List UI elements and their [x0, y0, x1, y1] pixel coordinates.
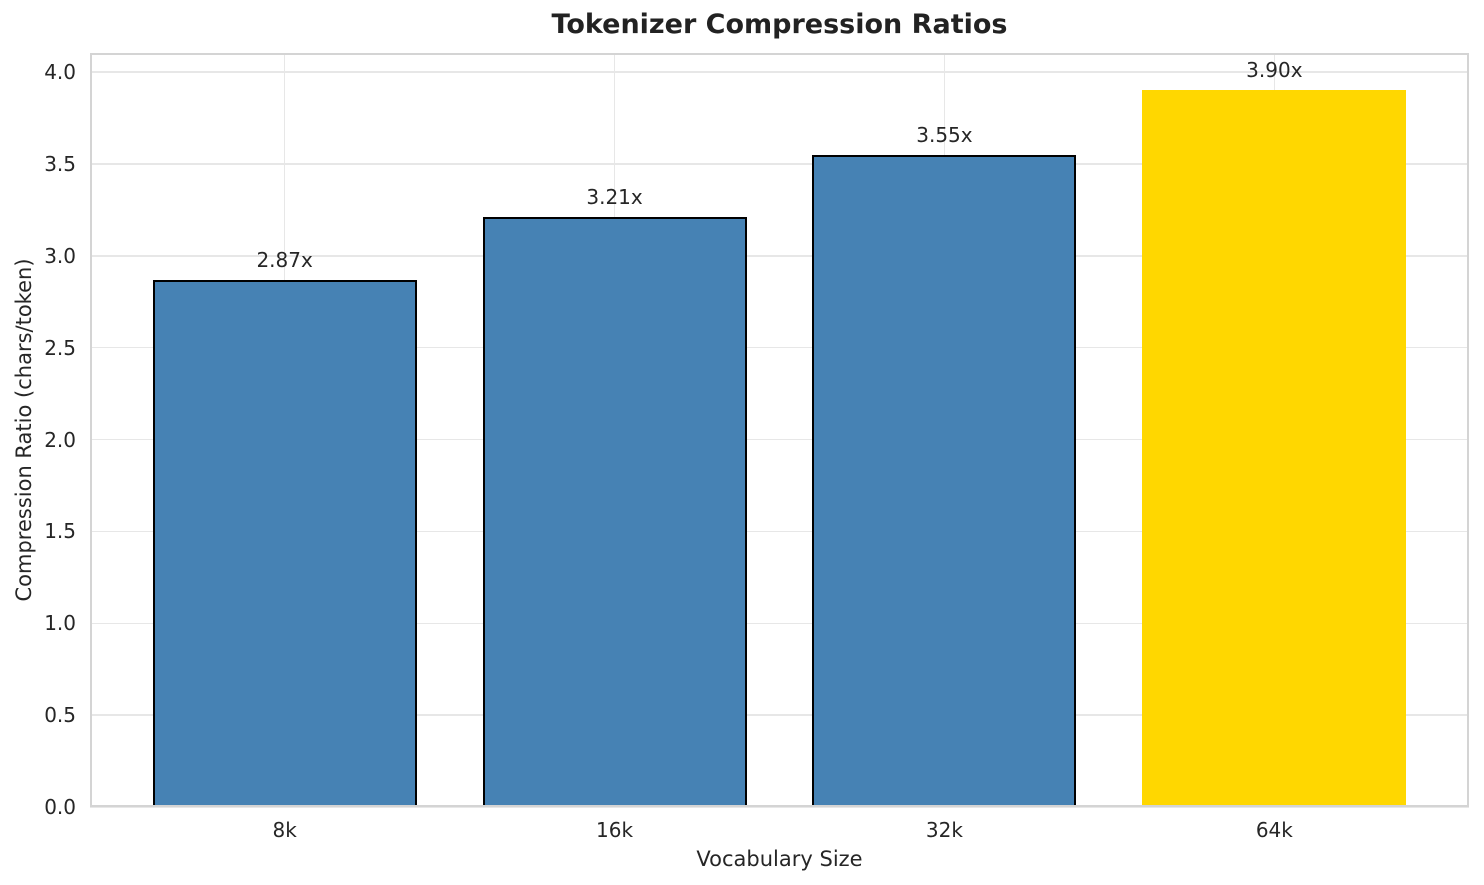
y-tick-label: 0.0: [44, 795, 76, 819]
gridline-horizontal: [90, 530, 1469, 533]
y-tick-label: 3.5: [44, 151, 76, 176]
y-tick-label: 1.0: [44, 611, 76, 636]
gridline-horizontal: [90, 71, 1469, 73]
gridline-horizontal: [90, 714, 1469, 716]
x-tick-label: 16k: [596, 818, 634, 842]
gridline-horizontal: [90, 438, 1469, 441]
bar-value-label: 3.55x: [916, 122, 973, 147]
bar-16k: [482, 217, 747, 807]
y-tick-label: 2.0: [44, 427, 76, 452]
x-tick-label: 32k: [925, 818, 963, 842]
y-tick-label: 0.5: [44, 703, 76, 728]
gridline-horizontal: [90, 346, 1469, 349]
gridline-horizontal: [90, 163, 1469, 165]
chart-title: Tokenizer Compression Ratios: [551, 9, 1008, 40]
bar-value-label: 3.21x: [586, 185, 643, 210]
x-tick-label: 64k: [1255, 818, 1293, 842]
gridline-horizontal: [90, 622, 1469, 625]
y-tick-label: 3.0: [44, 243, 76, 268]
gridline-horizontal: [90, 255, 1469, 257]
x-tick-label: 8k: [272, 818, 297, 842]
bar-32k: [812, 154, 1077, 807]
x-axis-label: Vocabulary Size: [696, 847, 863, 871]
bar-64k: [1142, 90, 1407, 807]
y-tick-label: 2.5: [44, 335, 76, 360]
bar-value-label: 3.90x: [1246, 58, 1303, 83]
y-tick-label: 1.5: [44, 519, 76, 544]
y-tick-label: 4.0: [44, 60, 76, 85]
bar-8k: [152, 279, 417, 807]
plot-area: 2.87x 3.21x 3.55x 3.90x: [90, 53, 1469, 808]
gridline-horizontal: [90, 806, 1469, 808]
bar-value-label: 2.87x: [256, 247, 313, 272]
